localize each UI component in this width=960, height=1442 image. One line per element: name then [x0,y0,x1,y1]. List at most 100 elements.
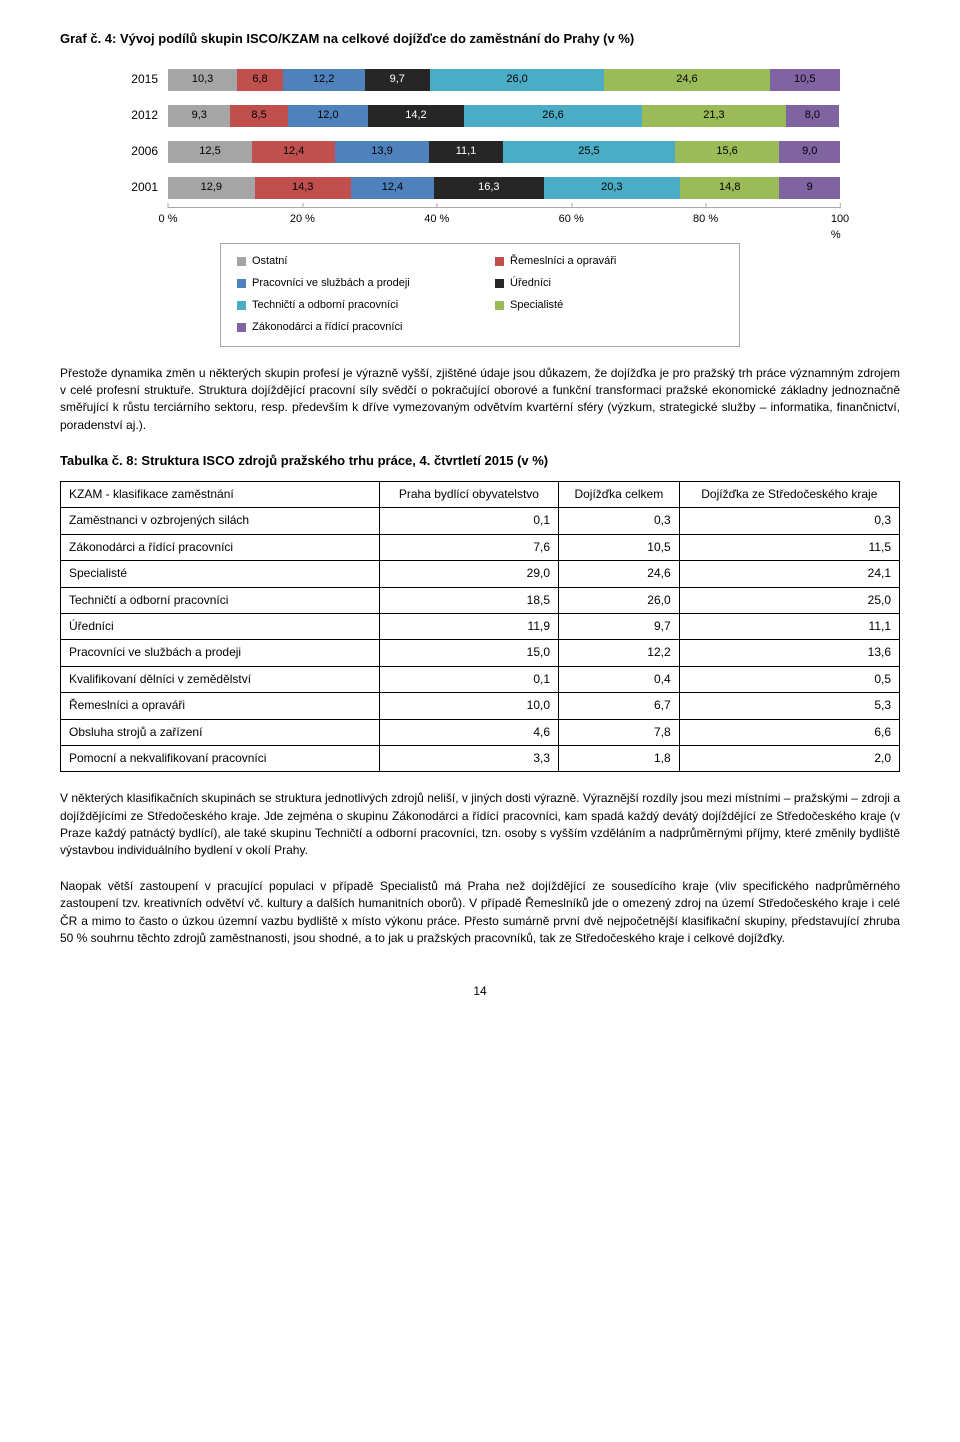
table-row: Pomocní a nekvalifikovaní pracovníci3,31… [61,745,900,771]
bar-track: 9,38,512,014,226,621,38,0 [168,105,840,127]
table-cell: Pracovníci ve službách a prodeji [61,640,380,666]
legend-label: Techničtí a odborní pracovníci [252,298,398,314]
bar-segment: 6,8 [237,69,283,91]
bar-segment: 8,0 [786,105,840,127]
table-cell: 0,3 [679,508,899,534]
page-number: 14 [60,983,900,1000]
bar-track: 10,36,812,29,726,024,610,5 [168,69,840,91]
table-cell: 11,9 [379,613,558,639]
table-cell: 4,6 [379,719,558,745]
bar-segment: 12,4 [252,141,335,163]
bar-year-label: 2012 [120,107,168,124]
bar-segment: 11,1 [429,141,504,163]
table-cell: 11,5 [679,534,899,560]
table-cell: 26,0 [559,587,680,613]
table-cell: Pomocní a nekvalifikovaní pracovníci [61,745,380,771]
table-row: Řemeslníci a opraváři10,06,75,3 [61,693,900,719]
bar-segment: 26,0 [430,69,605,91]
bar-segment: 24,6 [604,69,769,91]
table-cell: 0,1 [379,508,558,534]
bar-segment: 9,3 [168,105,230,127]
legend-swatch [495,279,504,288]
table-header-cell: Praha bydlící obyvatelstvo [379,482,558,508]
table-title: Tabulka č. 8: Struktura ISCO zdrojů praž… [60,452,900,471]
bar-segment: 8,5 [230,105,287,127]
table-cell: 29,0 [379,561,558,587]
legend-label: Úředníci [510,276,551,292]
bar-year-label: 2006 [120,143,168,160]
bar-row: 200612,512,413,911,125,515,69,0 [120,141,840,163]
table-cell: Zákonodárci a řídící pracovníci [61,534,380,560]
table-row: Kvalifikovaní dělníci v zemědělství0,10,… [61,666,900,692]
table-cell: 6,7 [559,693,680,719]
bar-segment: 12,4 [351,177,434,199]
bar-segment: 12,9 [168,177,255,199]
bar-year-label: 2001 [120,179,168,196]
legend-item: Řemeslníci a opraváři [495,254,723,270]
table-row: Pracovníci ve službách a prodeji15,012,2… [61,640,900,666]
table-cell: 7,8 [559,719,680,745]
table-header-cell: Dojížďka celkem [559,482,680,508]
legend-item: Zákonodárci a řídící pracovníci [237,320,465,336]
paragraph-3: Naopak větší zastoupení v pracující popu… [60,878,900,948]
bar-segment: 14,8 [680,177,779,199]
legend-item: Úředníci [495,276,723,292]
table-row: Zaměstnanci v ozbrojených silách0,10,30,… [61,508,900,534]
legend-label: Pracovníci ve službách a prodeji [252,276,410,292]
chart-title: Graf č. 4: Vývoj podílů skupin ISCO/KZAM… [60,30,900,49]
legend-swatch [495,257,504,266]
table-cell: Řemeslníci a opraváři [61,693,380,719]
bar-track: 12,914,312,416,320,314,89 [168,177,840,199]
legend-swatch [237,257,246,266]
legend-swatch [495,301,504,310]
legend-swatch [237,279,246,288]
data-table: KZAM - klasifikace zaměstnáníPraha bydlí… [60,481,900,772]
table-cell: 0,1 [379,666,558,692]
bar-row: 201510,36,812,29,726,024,610,5 [120,69,840,91]
bar-segment: 14,2 [368,105,463,127]
table-row: Úředníci11,99,711,1 [61,613,900,639]
table-cell: 0,4 [559,666,680,692]
table-row: Zákonodárci a řídící pracovníci7,610,511… [61,534,900,560]
bar-segment: 9,0 [779,141,839,163]
axis-tick: 20 % [290,208,315,228]
bar-year-label: 2015 [120,71,168,88]
table-cell: 13,6 [679,640,899,666]
bar-segment: 14,3 [255,177,351,199]
axis-tick: 100 % [831,208,849,244]
bar-row: 20129,38,512,014,226,621,38,0 [120,105,840,127]
bar-segment: 12,5 [168,141,252,163]
table-cell: Obsluha strojů a zařízení [61,719,380,745]
table-cell: 0,5 [679,666,899,692]
table-cell: Zaměstnanci v ozbrojených silách [61,508,380,534]
bar-chart: 201510,36,812,29,726,024,610,520129,38,5… [120,69,840,347]
table-cell: 9,7 [559,613,680,639]
legend-label: Ostatní [252,254,287,270]
legend-swatch [237,301,246,310]
bar-segment: 9 [779,177,839,199]
table-row: Obsluha strojů a zařízení4,67,86,6 [61,719,900,745]
legend-label: Specialisté [510,298,563,314]
axis-tick: 60 % [559,208,584,228]
bar-segment: 26,6 [464,105,643,127]
table-row: Techničtí a odborní pracovníci18,526,025… [61,587,900,613]
table-cell: 10,0 [379,693,558,719]
table-cell: 6,6 [679,719,899,745]
table-row: Specialisté29,024,624,1 [61,561,900,587]
table-cell: 7,6 [379,534,558,560]
paragraph-1: Přestože dynamika změn u některých skupi… [60,365,900,435]
bar-segment: 12,2 [283,69,365,91]
bar-segment: 10,3 [168,69,237,91]
bar-segment: 12,0 [288,105,369,127]
table-cell: 3,3 [379,745,558,771]
table-cell: Úředníci [61,613,380,639]
table-cell: 2,0 [679,745,899,771]
table-header-cell: Dojížďka ze Středočeského kraje [679,482,899,508]
table-cell: Techničtí a odborní pracovníci [61,587,380,613]
table-cell: 11,1 [679,613,899,639]
axis-tick: 0 % [159,208,178,228]
table-cell: 24,6 [559,561,680,587]
table-cell: 24,1 [679,561,899,587]
table-cell: 0,3 [559,508,680,534]
bar-track: 12,512,413,911,125,515,69,0 [168,141,840,163]
